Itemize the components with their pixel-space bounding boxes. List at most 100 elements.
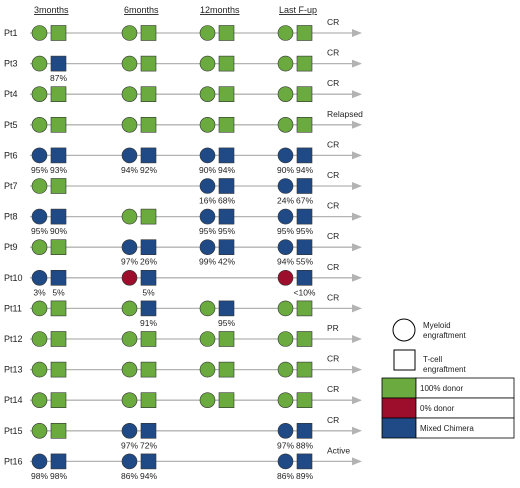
myeloid-circle	[31, 86, 48, 102]
patient-row: Pt1 CR	[4, 17, 362, 41]
myeloid-circle	[199, 208, 216, 225]
tcell-percent: 94%	[140, 471, 157, 481]
patient-label: Pt4	[4, 89, 18, 99]
outcome-label: CR	[327, 48, 339, 58]
myeloid-circle	[199, 117, 216, 133]
myeloid-circle	[121, 208, 138, 225]
tcell-square	[218, 55, 235, 72]
patient-label: Pt3	[4, 59, 18, 69]
myeloid-circle	[199, 392, 216, 409]
patient-row: Pt12 PR	[4, 323, 362, 347]
tcell-square	[50, 331, 67, 347]
tcell-square	[50, 86, 67, 102]
tcell-square	[140, 453, 157, 470]
myeloid-percent: 98%	[31, 471, 48, 481]
myeloid-circle	[121, 147, 138, 164]
myeloid-circle	[277, 208, 294, 225]
patient-label: Pt16	[4, 456, 23, 466]
myeloid-circle	[277, 178, 294, 194]
myeloid-circle	[31, 392, 48, 409]
legend-color-label: 0% donor	[420, 404, 455, 413]
outcome-label: Relapsed	[327, 109, 363, 119]
tcell-square	[296, 361, 313, 378]
patient-row: Pt11 CR 91% 95%	[4, 292, 362, 328]
timepoint-header: 3months	[34, 5, 69, 15]
tcell-square	[140, 25, 157, 41]
timeline-arrowhead	[352, 426, 362, 435]
timeline-arrowhead	[352, 212, 362, 221]
tcell-square	[296, 392, 313, 409]
patient-row: Pt13 CR	[4, 354, 362, 378]
myeloid-percent: 97%	[277, 440, 294, 450]
tcell-percent: 94%	[296, 165, 313, 175]
outcome-label: CR	[327, 17, 339, 27]
patient-row: Pt9 CR 97% 26% 99% 42% 94% 55%	[4, 231, 362, 267]
outcome-label: CR	[327, 78, 339, 88]
outcome-label: CR	[327, 139, 339, 149]
myeloid-circle	[31, 331, 48, 347]
timeline-arrowhead	[352, 59, 362, 68]
tcell-square	[296, 300, 313, 317]
legend-tcell-label: engraftment	[423, 365, 466, 374]
myeloid-circle	[199, 86, 216, 102]
patient-row: Pt10 CR 3% 5% 5% <10%	[4, 262, 362, 297]
myeloid-circle	[277, 239, 294, 255]
tcell-percent: 94%	[218, 165, 235, 175]
tcell-square	[140, 117, 157, 133]
myeloid-circle	[277, 86, 294, 102]
tcell-square	[296, 25, 313, 41]
myeloid-circle	[199, 25, 216, 41]
tcell-percent: 5%	[142, 287, 155, 297]
legend-tcell-square	[393, 349, 416, 371]
myeloid-circle	[121, 86, 138, 102]
myeloid-percent: 86%	[121, 471, 138, 481]
myeloid-circle	[277, 117, 294, 133]
patient-label: Pt13	[4, 365, 23, 375]
tcell-square	[140, 392, 157, 409]
tcell-square	[50, 422, 67, 439]
legend-swatch	[381, 377, 417, 399]
myeloid-circle	[31, 300, 48, 317]
outcome-label: PR	[327, 323, 339, 333]
myeloid-circle	[121, 25, 138, 41]
myeloid-percent: 97%	[121, 257, 138, 267]
myeloid-circle	[31, 453, 48, 470]
myeloid-percent: 24%	[277, 196, 294, 206]
timeline-arrowhead	[352, 182, 362, 190]
tcell-percent: 93%	[50, 165, 67, 175]
myeloid-circle	[121, 422, 138, 439]
myeloid-circle	[199, 331, 216, 347]
myeloid-percent: 90%	[277, 165, 294, 175]
myeloid-circle	[277, 147, 294, 164]
myeloid-circle	[121, 117, 138, 133]
outcome-label: CR	[327, 231, 339, 241]
tcell-square	[50, 392, 67, 409]
myeloid-percent: 95%	[31, 226, 48, 236]
tcell-percent: 92%	[140, 165, 157, 175]
tcell-percent: 5%	[52, 287, 65, 297]
tcell-square	[50, 239, 67, 255]
tcell-percent: 72%	[140, 440, 157, 450]
tcell-square	[140, 422, 157, 439]
patient-label: Pt14	[4, 395, 23, 405]
timepoint-header: Last F-up	[279, 5, 317, 15]
tcell-square	[50, 117, 67, 133]
myeloid-circle	[277, 453, 294, 470]
myeloid-circle	[277, 361, 294, 378]
tcell-square	[218, 208, 235, 225]
tcell-square	[296, 147, 313, 164]
timeline-arrowhead	[352, 29, 362, 37]
tcell-percent: <10%	[294, 287, 316, 297]
tcell-square	[218, 117, 235, 133]
patient-label: Pt7	[4, 181, 18, 191]
timepoint-headers: 3months 6months 12months Last F-up	[34, 5, 317, 15]
tcell-percent: 95%	[296, 226, 313, 236]
timeline-arrowhead	[352, 151, 362, 160]
myeloid-circle	[277, 25, 294, 41]
myeloid-circle	[121, 392, 138, 409]
myeloid-percent: 86%	[277, 471, 294, 481]
